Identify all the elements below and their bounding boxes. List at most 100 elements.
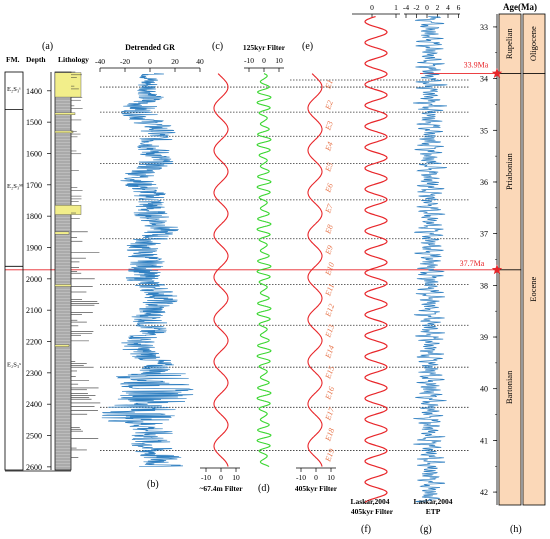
formation-label-bot: E₂S₃ˣ <box>7 362 21 369</box>
depth-tick-label: 1900 <box>26 243 42 252</box>
age-tick-label: 40 <box>480 385 488 394</box>
filter-674m-tick-label: -10 <box>201 473 211 482</box>
laskar-etp-title-1: Laskar,2004 <box>413 497 452 506</box>
sand-band <box>54 112 76 115</box>
age-tick-label: 38 <box>480 281 488 290</box>
age-tick-label: 42 <box>480 488 488 497</box>
e-cycle-label: E16 <box>323 386 336 402</box>
gr-axis-title: Detrended GR <box>125 43 175 52</box>
filter-125-axis-title: 125kyr Filter <box>243 43 286 52</box>
epoch-label: Oligocene <box>528 26 538 61</box>
panel-label-h: (h) <box>510 524 522 535</box>
formation-label-top: E₂S₃ˢ <box>7 86 21 93</box>
age-tick-label: 33 <box>480 23 488 32</box>
laskar-filter-tick-label: 0 <box>370 3 374 12</box>
age-tick-label: 35 <box>480 126 488 135</box>
e-cycle-label: E6 <box>323 182 335 194</box>
epoch-label: Eocene <box>528 276 538 301</box>
laskar-filter-tick-label: 1 <box>394 3 398 12</box>
age-tick-label: 39 <box>480 333 488 342</box>
depth-header: Depth <box>26 55 46 64</box>
sand-band <box>54 130 74 134</box>
panel-label-e: (e) <box>302 41 313 52</box>
depth-tick-label: 1400 <box>26 87 42 96</box>
star-icon <box>491 264 503 275</box>
lithology-header: Lithology <box>58 55 89 64</box>
e-cycle-label: E2 <box>323 99 335 111</box>
filter-125-tick-label: 0 <box>262 56 266 65</box>
boundary-label-33-9: 33.9Ma <box>464 60 489 69</box>
e-cycle-label: E3 <box>323 120 335 132</box>
filter-125-tick-label: 10 <box>275 56 283 65</box>
boundary-label-37-7: 37.7Ma <box>460 259 485 268</box>
stage-box <box>498 269 522 506</box>
e-cycle-label: E8 <box>323 224 335 236</box>
filter-405-tick-label: 0 <box>314 473 318 482</box>
stage-label: Rupelian <box>504 28 514 59</box>
stage-label: Bartonian <box>504 370 514 404</box>
gr-tick-label: -40 <box>95 57 105 66</box>
depth-tick-label: 1600 <box>26 149 42 158</box>
formation-label-mid: E₂S₃ᴹ <box>7 183 23 190</box>
depth-tick-label: 1700 <box>26 181 42 190</box>
etp-tick-label: -2 <box>413 3 419 12</box>
gr-tick-label: 20 <box>171 57 179 66</box>
epoch-box <box>522 73 546 506</box>
age-axis-title: Age(Ma) <box>503 2 537 12</box>
filter-125-tick-label: -10 <box>244 56 254 65</box>
panel-label-d: (d) <box>258 483 270 494</box>
etp-series-line <box>413 16 448 503</box>
laskar-filter-title-2: 405kyr Filter <box>351 507 394 516</box>
depth-tick-label: 1800 <box>26 212 42 221</box>
filter-405-axis-title: 405kyr Filter <box>295 484 338 493</box>
laskar-405kyr-line <box>364 16 388 503</box>
gr-tick-label: 0 <box>148 57 152 66</box>
sand-band <box>54 284 72 287</box>
filter-125kyr-line <box>256 73 272 468</box>
panel-label-g: (g) <box>420 524 432 535</box>
star-icon <box>491 67 503 78</box>
e-cycle-label: E14 <box>323 344 336 360</box>
depth-tick-label: 2500 <box>26 432 42 441</box>
gr-tick-label: -20 <box>120 57 130 66</box>
e-cycle-label: E15 <box>323 365 336 381</box>
sand-band <box>54 231 70 235</box>
laskar-etp-title-2: ETP <box>426 507 441 516</box>
filter-405-tick-label: 10 <box>327 473 335 482</box>
filter-405kyr-line <box>307 73 323 467</box>
etp-tick-label: -4 <box>403 3 409 12</box>
etp-tick-label: 0 <box>425 3 429 12</box>
panel-label-a: (a) <box>42 41 53 52</box>
e-cycle-label: E7 <box>323 202 335 215</box>
e-cycle-label: E13 <box>323 323 336 339</box>
etp-tick-label: 4 <box>446 3 450 12</box>
e-cycle-label: E17 <box>323 405 337 422</box>
panel-label-c: (c) <box>212 41 223 52</box>
age-tick-label: 37 <box>480 230 488 239</box>
e-cycle-label: E4 <box>323 141 335 153</box>
etp-tick-label: 2 <box>436 3 440 12</box>
age-tick-label: 36 <box>480 178 488 187</box>
e-cycle-label: E11 <box>323 282 336 298</box>
depth-tick-label: 2200 <box>26 338 42 347</box>
depth-tick-label: 2600 <box>26 463 42 472</box>
depth-tick-label: 2000 <box>26 275 42 284</box>
etp-tick-label: 6 <box>457 3 461 12</box>
filter-674m-tick-label: 0 <box>219 473 223 482</box>
depth-tick-label: 2100 <box>26 306 42 315</box>
depth-tick-label: 1500 <box>26 118 42 127</box>
sand-band <box>54 204 82 215</box>
filter-405-tick-label: -10 <box>296 473 306 482</box>
depth-tick-label: 2300 <box>26 369 42 378</box>
gr-series-line <box>101 73 194 468</box>
age-tick-label: 41 <box>480 436 488 445</box>
age-tick-label: 34 <box>480 75 488 84</box>
panel-label-b: (b) <box>147 479 159 490</box>
laskar-filter-title-1: Laskar,2004 <box>350 497 389 506</box>
filter-674m-axis-title: ~67.4m Filter <box>199 484 243 493</box>
e-cycle-label: E19 <box>323 448 336 464</box>
filter-674m-tick-label: 10 <box>232 473 240 482</box>
sand-band <box>54 72 82 98</box>
e-cycle-label: E12 <box>323 303 336 319</box>
